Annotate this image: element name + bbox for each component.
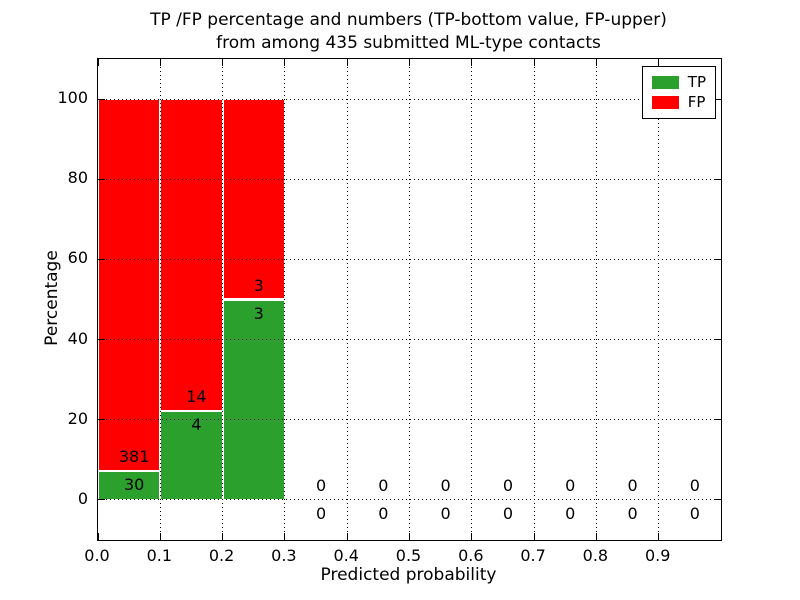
plot-area: TP FP 381 30 14 4 3 3 0 0 0 0 0 0 0 0 0 0 0 0 0 0 <box>97 58 722 541</box>
x-tick-top <box>409 59 410 66</box>
x-tick-bottom <box>97 533 99 540</box>
x-axis-label: Predicted probability <box>320 565 497 585</box>
tp-count-label: 0 <box>565 503 576 523</box>
x-tick-label: 0.9 <box>644 546 671 565</box>
y-tick-label: 100 <box>57 88 88 108</box>
x-tick-bottom <box>471 533 473 540</box>
bar-segment-tp <box>160 410 223 500</box>
x-tick-label: 0.5 <box>395 546 422 565</box>
bar-segment-tp <box>98 470 161 500</box>
y-tick-right <box>714 499 721 501</box>
y-tick-label: 20 <box>67 408 88 428</box>
y-tick-left <box>98 339 105 341</box>
legend-label: FP <box>687 93 706 111</box>
x-gridline <box>284 59 286 540</box>
x-tick-bottom <box>658 533 660 540</box>
y-tick-left <box>98 258 105 260</box>
fp-count-label: 381 <box>118 446 150 466</box>
x-tick-top <box>658 59 660 66</box>
fp-count-label: 0 <box>689 475 700 495</box>
x-tick-top <box>595 59 597 66</box>
y-tick-label: 80 <box>67 168 88 188</box>
x-tick-label: 0.7 <box>520 546 546 565</box>
fp-count-label: 0 <box>627 475 638 495</box>
x-tick-top <box>471 59 473 66</box>
fp-count-label: 3 <box>253 275 264 295</box>
x-gridline <box>533 59 535 540</box>
x-tick-bottom <box>159 533 161 540</box>
x-tick-label: 0.3 <box>271 546 297 565</box>
fp-count-label: 0 <box>440 475 451 495</box>
y-tick-right <box>714 178 721 180</box>
y-tick-right <box>714 419 721 421</box>
x-tick-label: 0.2 <box>208 546 235 565</box>
y-tick-left <box>98 499 105 501</box>
legend-row: FP <box>651 93 706 111</box>
bar-segment-fp <box>98 99 161 471</box>
x-gridline <box>346 59 348 540</box>
x-tick-label: 0.0 <box>84 546 110 565</box>
x-tick-label: 0.1 <box>146 546 173 565</box>
x-tick-bottom <box>533 533 535 540</box>
fp-count-label: 0 <box>502 475 514 495</box>
x-tick-top <box>159 59 161 66</box>
x-tick-bottom <box>595 533 597 540</box>
legend-label: TP <box>687 73 706 91</box>
x-gridline <box>658 59 660 540</box>
fp-count-label: 0 <box>378 475 389 495</box>
x-tick-label: 0.6 <box>458 546 484 565</box>
x-tick-bottom <box>346 533 348 540</box>
chart-title-line1: TP /FP percentage and numbers (TP-bottom… <box>150 10 667 30</box>
y-axis-label: Percentage <box>42 250 62 346</box>
tp-count-label: 0 <box>627 503 638 523</box>
tp-count-label: 0 <box>378 503 389 523</box>
x-tick-bottom <box>222 533 224 540</box>
bar-segment-fp <box>160 99 223 411</box>
tp-legend-swatch <box>651 76 679 89</box>
bar-segment-fp <box>222 99 285 300</box>
x-tick-bottom <box>409 533 410 540</box>
chart-title-line2: from among 435 submitted ML-type contact… <box>216 33 601 53</box>
x-gridline <box>471 59 473 540</box>
x-gridline <box>409 59 410 540</box>
tp-count-label: 4 <box>191 414 202 434</box>
tp-count-label: 0 <box>502 503 514 523</box>
x-tick-top <box>346 59 348 66</box>
y-tick-label: 40 <box>67 328 88 348</box>
y-tick-right <box>714 339 721 341</box>
y-tick-left <box>98 98 105 100</box>
x-gridline <box>159 59 161 540</box>
y-tick-right <box>714 98 721 100</box>
x-gridline <box>595 59 597 540</box>
y-tick-label: 0 <box>77 488 88 508</box>
legend: TP FP <box>641 66 716 119</box>
y-tick-label: 60 <box>67 248 88 268</box>
tp-count-label: 0 <box>440 503 451 523</box>
bar-segment-tp <box>222 299 285 500</box>
y-tick-right <box>714 258 721 260</box>
x-tick-top <box>284 59 286 66</box>
x-tick-label: 0.4 <box>333 546 359 565</box>
x-gridline <box>222 59 224 540</box>
x-tick-label: 0.8 <box>582 546 609 565</box>
fp-legend-swatch <box>651 96 679 109</box>
y-tick-left <box>98 178 105 180</box>
tp-count-label: 0 <box>689 503 700 523</box>
x-tick-top <box>222 59 224 66</box>
tp-count-label: 30 <box>123 474 145 494</box>
fp-count-label: 0 <box>315 475 327 495</box>
x-tick-top <box>97 59 99 66</box>
y-tick-left <box>98 419 105 421</box>
fp-count-label: 14 <box>186 386 207 406</box>
legend-row: TP <box>651 73 706 91</box>
x-tick-top <box>533 59 535 66</box>
tp-count-label: 0 <box>315 503 327 523</box>
tp-count-label: 3 <box>253 303 264 323</box>
fp-count-label: 0 <box>565 475 576 495</box>
x-tick-bottom <box>284 533 286 540</box>
